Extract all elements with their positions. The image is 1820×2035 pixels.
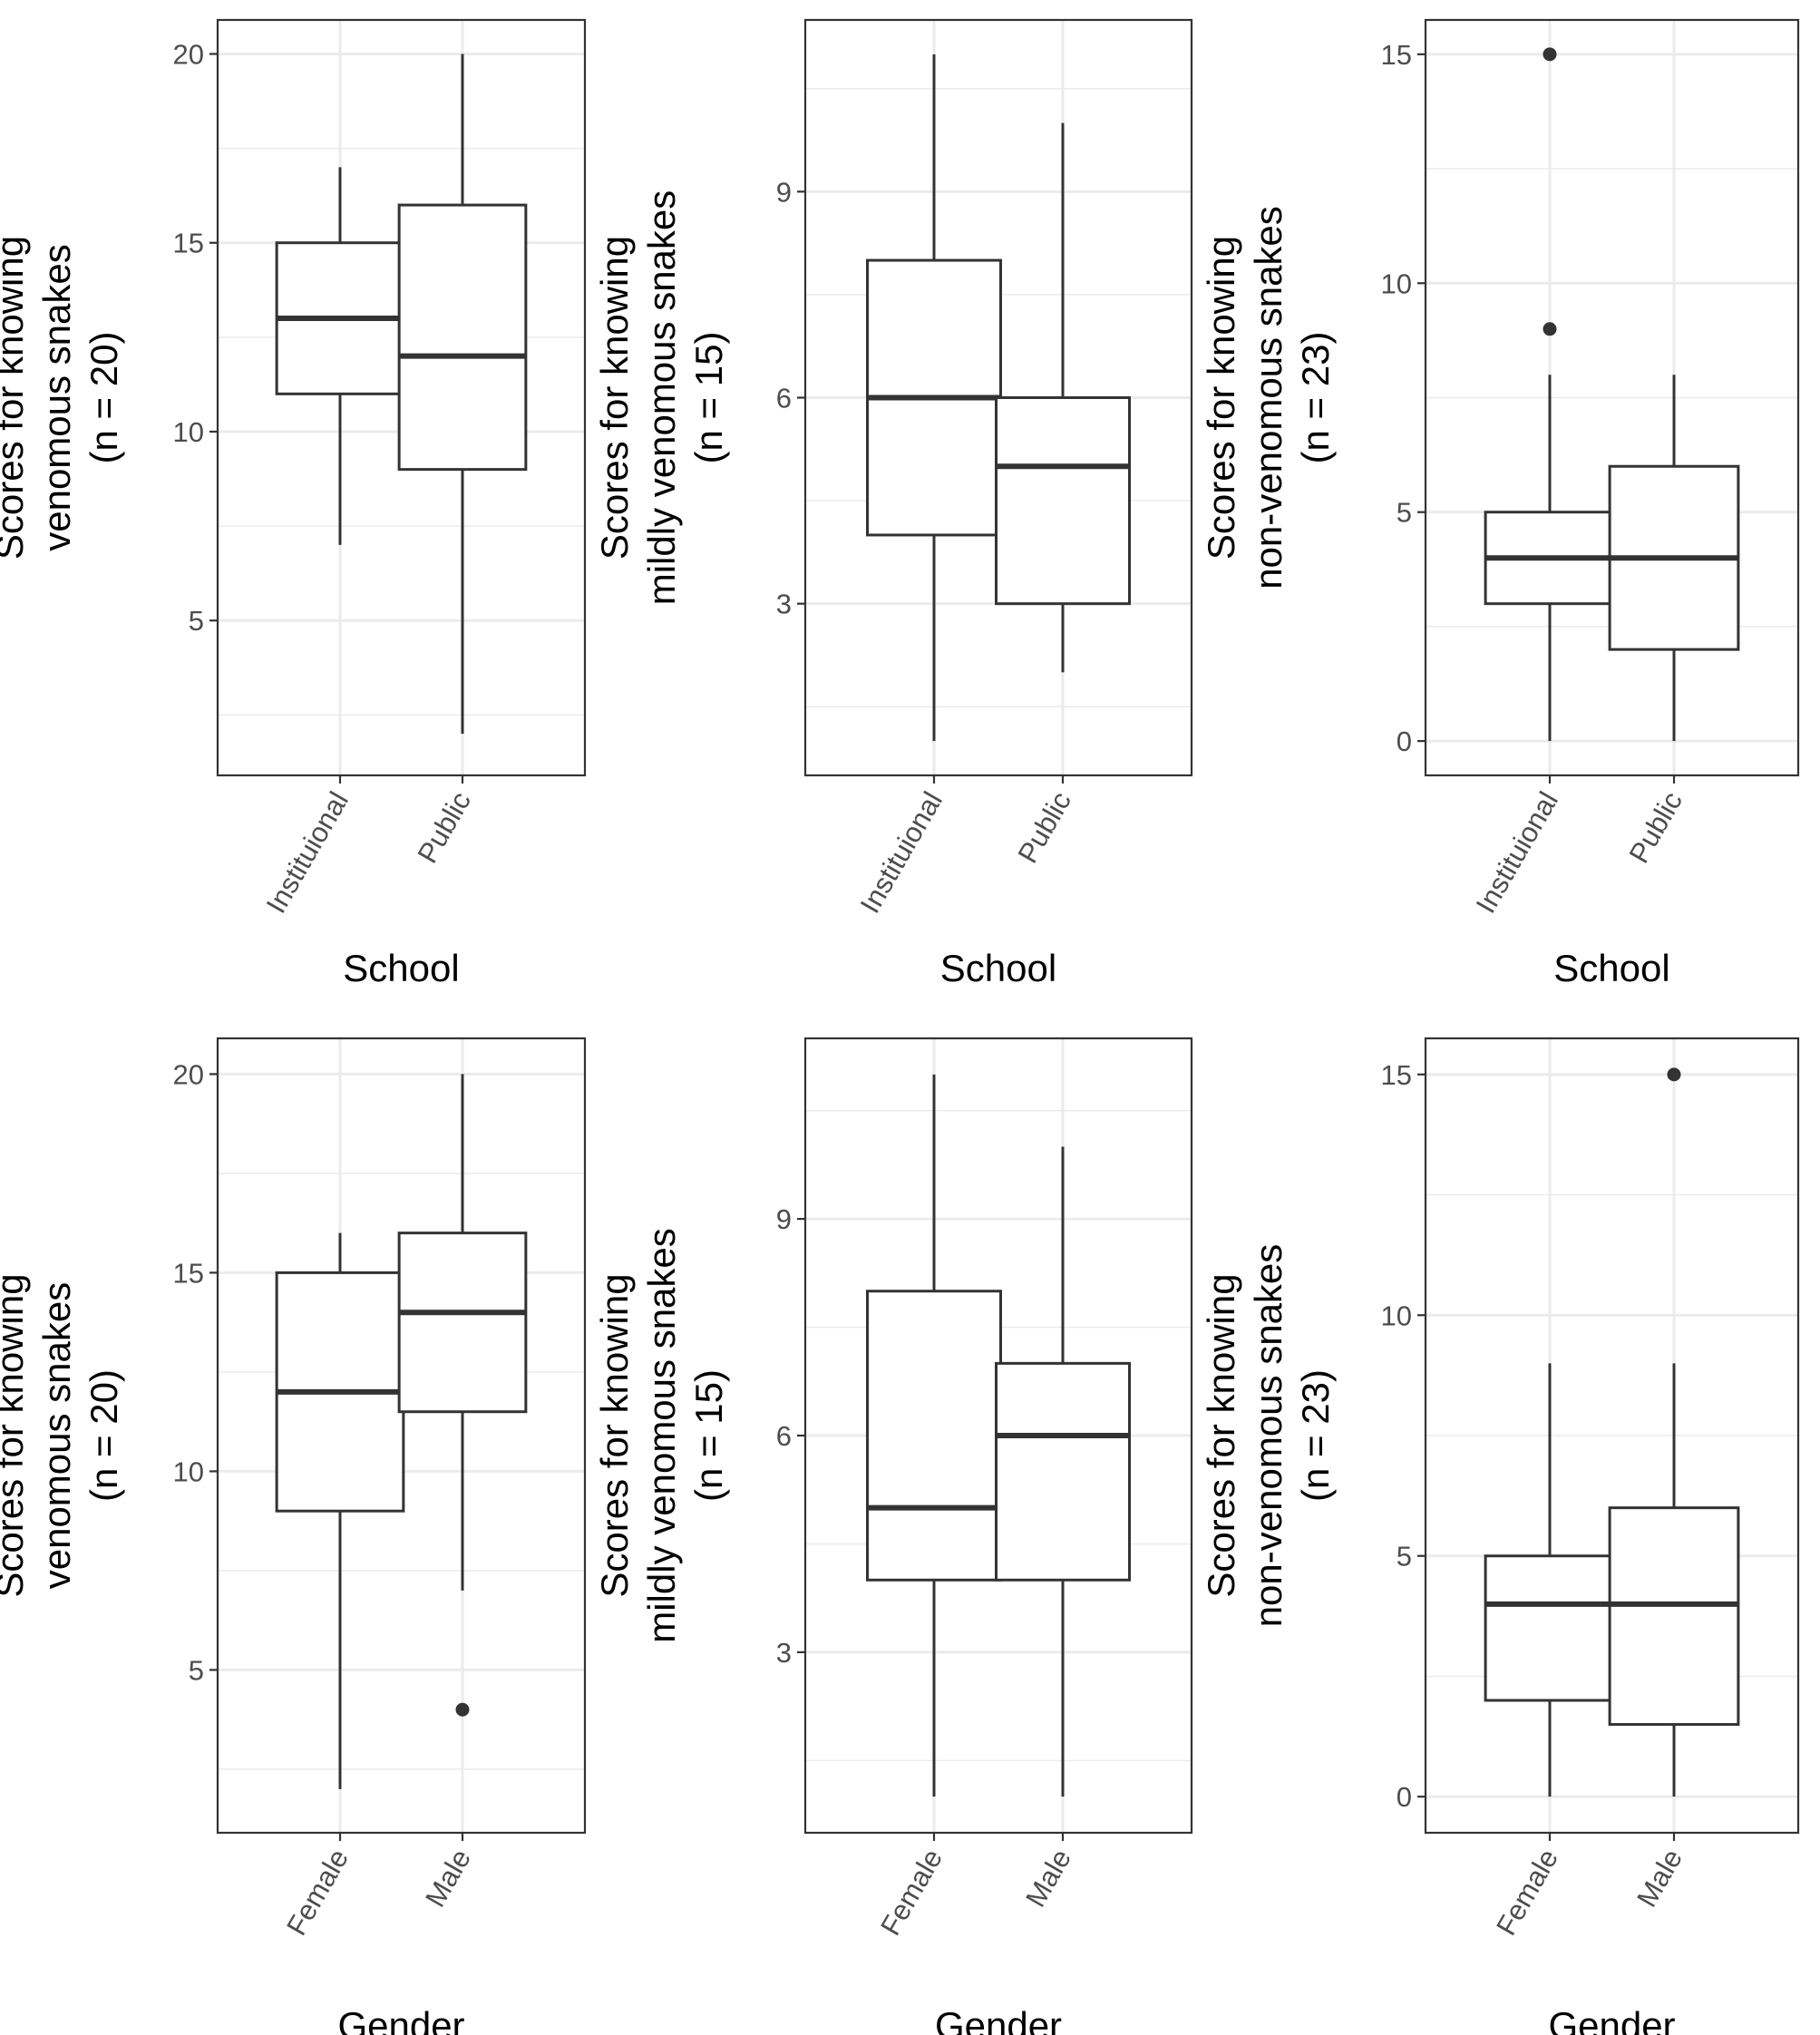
box-instituional xyxy=(866,54,1002,742)
x-category-label: Male xyxy=(1630,1844,1689,1913)
outlier-point xyxy=(1543,322,1557,336)
y-axis-title-line: (n = 15) xyxy=(687,332,730,464)
y-tick-label: 20 xyxy=(173,1058,204,1090)
y-axis-title-line: Scores for knowing xyxy=(593,1273,636,1597)
box-male xyxy=(1608,1067,1740,1797)
y-axis-title: Scores for knowing mildly venomous snakes… xyxy=(593,190,730,606)
iqr-box xyxy=(866,1290,1002,1582)
y-axis-title-line: Scores for knowing xyxy=(0,1273,31,1597)
x-axis-title: Gender xyxy=(935,2004,1062,2035)
iqr-box xyxy=(995,1361,1131,1582)
y-tick-label: 15 xyxy=(1381,1059,1412,1091)
y-tick-label: 9 xyxy=(776,1203,792,1235)
panel-4: 5 10 15 20 Female Male Gender Scores for knowin… xyxy=(0,1037,587,2035)
y-axis-title-line: non-venomous snakes xyxy=(1247,206,1290,589)
y-tick-label: 10 xyxy=(1381,268,1412,299)
x-category-label: Female xyxy=(280,1844,355,1941)
y-tick-label: 15 xyxy=(173,1257,204,1289)
x-axis-title: Gender xyxy=(1548,2004,1675,2035)
y-axis-title-line: non-venomous snakes xyxy=(1247,1244,1290,1628)
panel-2: 3 6 9 Instituional Public School Scores for kn… xyxy=(593,18,1193,989)
x-axis-title: Gender xyxy=(337,2004,464,2035)
y-tick-label: 0 xyxy=(1397,725,1412,757)
x-axis-title: School xyxy=(1553,947,1669,989)
iqr-box xyxy=(397,203,528,472)
y-axis-title-line: Scores for knowing xyxy=(0,236,31,560)
outlier-point xyxy=(455,1702,470,1717)
x-category-label: Instituional xyxy=(260,786,355,919)
panel-border xyxy=(216,1037,587,1835)
x-category-label: Instituional xyxy=(1470,786,1564,919)
box-instituional xyxy=(275,167,405,545)
y-axis-title: Scores for knowing non-venomous snakes (n … xyxy=(1200,206,1337,589)
x-category-label: Public xyxy=(1623,786,1689,869)
y-axis-title-line: venomous snakes xyxy=(35,1282,78,1590)
panel-border xyxy=(1424,18,1800,777)
box-male xyxy=(397,1074,528,1717)
iqr-box xyxy=(995,396,1131,606)
box-female xyxy=(1484,1363,1616,1797)
box-female xyxy=(275,1232,405,1789)
y-tick-label: 6 xyxy=(776,383,792,414)
y-axis-title: Scores for knowing venomous snakes (n = 20… xyxy=(0,1273,125,1597)
panel-6: 0 5 10 15 Female Male Gender Scores for knowing… xyxy=(1200,1037,1800,2035)
x-category-label: Public xyxy=(1012,786,1078,869)
x-category-label: Male xyxy=(1019,1844,1077,1913)
box-public xyxy=(1608,375,1740,742)
y-axis-title-line: mildly venomous snakes xyxy=(640,1228,683,1643)
panel-3: 0 5 10 15 Instituional Public School Scores for… xyxy=(1200,18,1800,989)
y-axis-title-line: mildly venomous snakes xyxy=(640,190,683,606)
x-category-label: Female xyxy=(874,1844,949,1941)
x-category-label: Male xyxy=(419,1844,477,1913)
panel-1: 5 10 15 20 Instituional Public School Scores fo… xyxy=(0,18,587,989)
box-male xyxy=(995,1146,1131,1797)
y-tick-label: 10 xyxy=(1381,1300,1412,1331)
iqr-box xyxy=(1608,1506,1740,1727)
iqr-box xyxy=(1484,1554,1616,1702)
panel-5: 3 6 9 Female Male Gender Scores for knowing mil… xyxy=(593,1037,1193,2035)
x-axis-title: School xyxy=(343,947,459,989)
box-public xyxy=(397,54,528,735)
y-axis-title: Scores for knowing venomous snakes (n = 20… xyxy=(0,236,125,560)
y-axis-title: Scores for knowing non-venomous snakes (n … xyxy=(1200,1244,1337,1628)
box-female xyxy=(866,1074,1002,1797)
y-axis-title-line: venomous snakes xyxy=(35,244,78,551)
y-tick-label: 9 xyxy=(776,176,792,208)
y-tick-label: 10 xyxy=(173,416,204,448)
iqr-box xyxy=(397,1232,528,1414)
y-axis-title-line: (n = 20) xyxy=(83,332,125,464)
panel-border xyxy=(216,18,587,777)
x-category-label: Instituional xyxy=(854,786,949,919)
y-tick-label: 10 xyxy=(173,1456,204,1487)
y-axis-title-line: (n = 23) xyxy=(1294,1369,1337,1502)
x-axis-title: School xyxy=(940,947,1056,989)
y-axis-title-line: Scores for knowing xyxy=(593,236,636,560)
y-axis-title-line: (n = 15) xyxy=(687,1369,730,1502)
y-tick-label: 3 xyxy=(776,589,792,620)
y-tick-label: 20 xyxy=(173,38,204,70)
y-axis-title: Scores for knowing mildly venomous snakes… xyxy=(593,1228,730,1643)
y-axis-title-line: Scores for knowing xyxy=(1200,1273,1242,1597)
x-category-label: Public xyxy=(412,786,478,869)
y-tick-label: 5 xyxy=(189,1654,204,1686)
y-tick-label: 5 xyxy=(189,605,204,637)
y-tick-label: 6 xyxy=(776,1420,792,1452)
panel-border xyxy=(1424,1037,1800,1835)
y-axis-title-line: Scores for knowing xyxy=(1200,236,1242,560)
box-instituional xyxy=(1484,47,1616,742)
box-public xyxy=(995,122,1131,673)
x-category-label: Female xyxy=(1490,1844,1564,1941)
y-axis-title-line: (n = 23) xyxy=(1294,332,1337,464)
y-tick-label: 15 xyxy=(173,228,204,259)
y-tick-label: 3 xyxy=(776,1637,792,1669)
y-tick-label: 5 xyxy=(1397,1541,1412,1572)
y-tick-label: 5 xyxy=(1397,497,1412,529)
outlier-point xyxy=(1543,47,1557,62)
y-tick-label: 0 xyxy=(1397,1781,1412,1813)
y-axis-title-line: (n = 20) xyxy=(83,1369,125,1502)
y-tick-label: 15 xyxy=(1381,39,1412,71)
outlier-point xyxy=(1667,1067,1681,1082)
